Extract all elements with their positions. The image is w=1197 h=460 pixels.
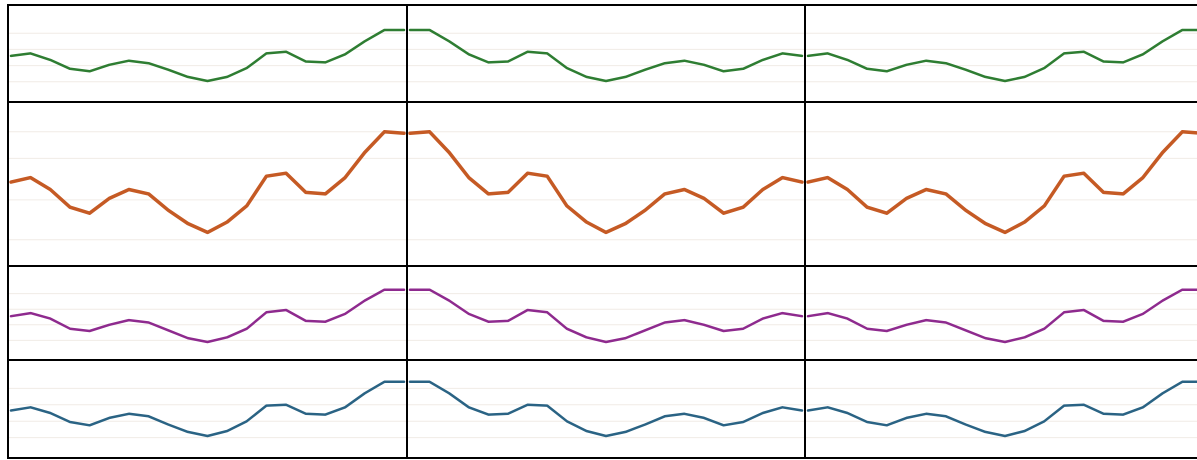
series-line (408, 130, 804, 235)
panel (7, 359, 408, 459)
panel (804, 101, 1197, 267)
series-line (9, 288, 406, 344)
panel-border (804, 101, 1197, 267)
series-line (806, 130, 1197, 235)
panel-border (7, 359, 408, 459)
panel (804, 4, 1197, 103)
series-line (806, 380, 1197, 438)
series-line (408, 288, 804, 344)
series-line (9, 28, 406, 83)
panel (406, 359, 806, 459)
panel (7, 265, 408, 361)
panel-border (804, 4, 1197, 103)
series-line (408, 28, 804, 83)
panel-border (406, 359, 806, 459)
panel-border (804, 265, 1197, 361)
panel-border (804, 359, 1197, 459)
panel (804, 265, 1197, 361)
series-line (9, 130, 406, 235)
series-line (408, 380, 804, 438)
panel (406, 4, 806, 103)
panel (406, 265, 806, 361)
panel (804, 359, 1197, 459)
panel-border (406, 101, 806, 267)
panel-border (7, 101, 408, 267)
panel (7, 101, 408, 267)
series-line (806, 288, 1197, 344)
panel (7, 4, 408, 103)
series-line (806, 28, 1197, 83)
series-line (9, 380, 406, 438)
panel (406, 101, 806, 267)
